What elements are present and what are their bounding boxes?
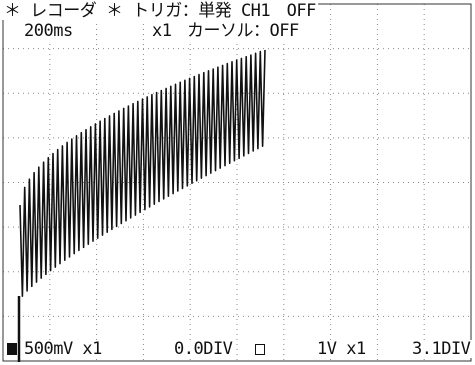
ch2-volts-readout: 1V x1 bbox=[315, 339, 368, 359]
ch2-position-readout: 3.1DIV bbox=[410, 339, 473, 359]
mode-status-line: ＊ レコーダ ＊ トリガ：単発 CH1 OFF bbox=[2, 1, 318, 21]
hollow-square-icon bbox=[255, 344, 265, 355]
signal-trace bbox=[19, 49, 266, 297]
ch1-volts-readout: 500mV x1 bbox=[22, 339, 104, 359]
graticule-grid bbox=[3, 4, 471, 361]
timebase-readout: 200ms bbox=[22, 21, 75, 41]
ch1-position-readout: 0.0DIV bbox=[172, 339, 235, 359]
zoom-readout: x1 bbox=[150, 21, 174, 41]
cursor-readout: カーソル：OFF bbox=[185, 21, 301, 41]
filled-square-icon bbox=[7, 343, 17, 355]
